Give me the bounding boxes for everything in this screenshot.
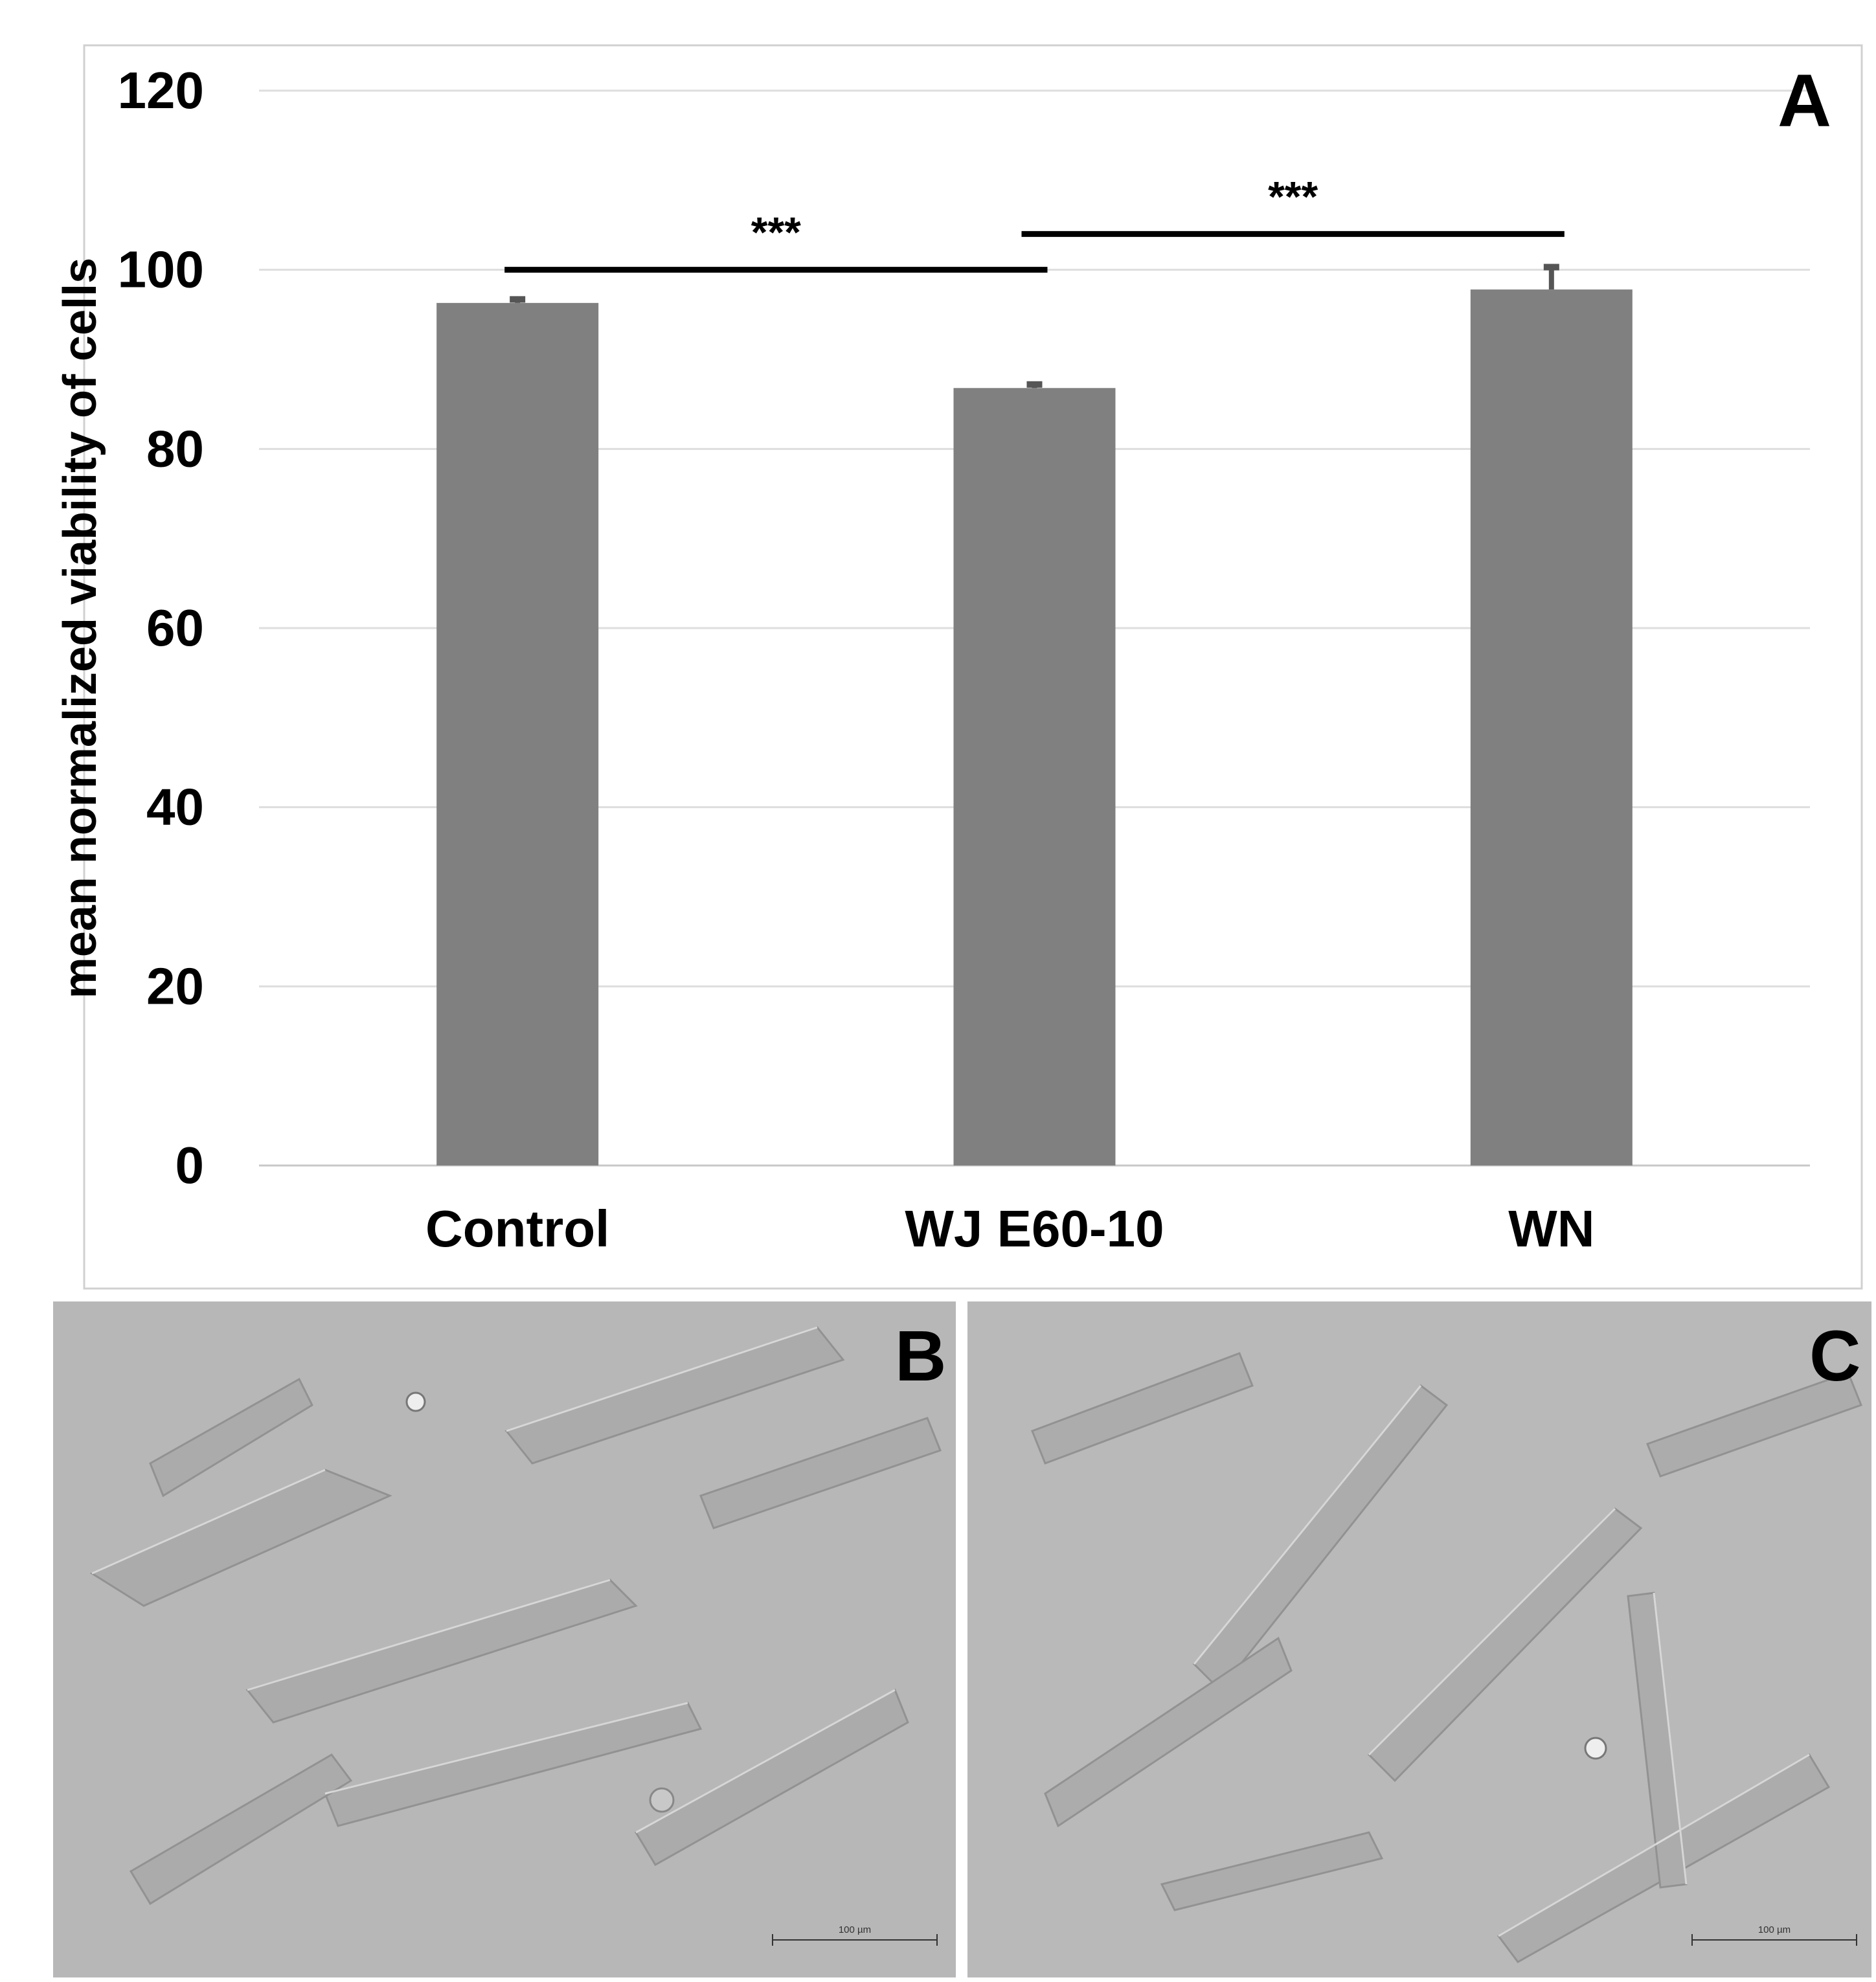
micrograph-c: C 100 µm: [967, 1301, 1871, 1977]
y-tick-label: 80: [146, 420, 204, 477]
scale-label-b: 100 µm: [838, 1924, 872, 1935]
y-tick-label: 0: [175, 1136, 205, 1194]
x-tick-label: Control: [425, 1200, 609, 1257]
y-tick-label: 120: [118, 62, 204, 119]
x-tick-label: WN: [1508, 1200, 1594, 1257]
micrograph-b-image: [53, 1301, 956, 1977]
significance-label: ***: [1268, 172, 1318, 220]
bar: [1470, 289, 1633, 1166]
micrograph-c-image: [967, 1301, 1871, 1977]
y-tick-label: 40: [146, 778, 204, 836]
bar-chart: 0 20 40 60 80 100 120 mean normalized viability…: [54, 44, 1863, 1290]
panel-label-a: A: [1778, 60, 1831, 142]
bar: [953, 388, 1116, 1166]
panel-label-b: B: [895, 1316, 947, 1396]
scale-bar-c: [1691, 1934, 1857, 1946]
y-tick-label: 20: [146, 957, 204, 1015]
y-tick-label: 60: [146, 599, 204, 657]
x-tick-label: WJ E60-10: [905, 1200, 1164, 1257]
scale-bar-b: [772, 1934, 938, 1946]
micrograph-b: B 100 µm: [53, 1301, 956, 1977]
bar: [436, 302, 599, 1166]
panel-label-c: C: [1809, 1316, 1861, 1396]
significance-label: ***: [751, 208, 801, 256]
y-tick-label: 100: [118, 241, 204, 298]
scale-label-c: 100 µm: [1757, 1924, 1791, 1935]
y-axis-title: mean normalized viability of cells: [54, 258, 106, 998]
